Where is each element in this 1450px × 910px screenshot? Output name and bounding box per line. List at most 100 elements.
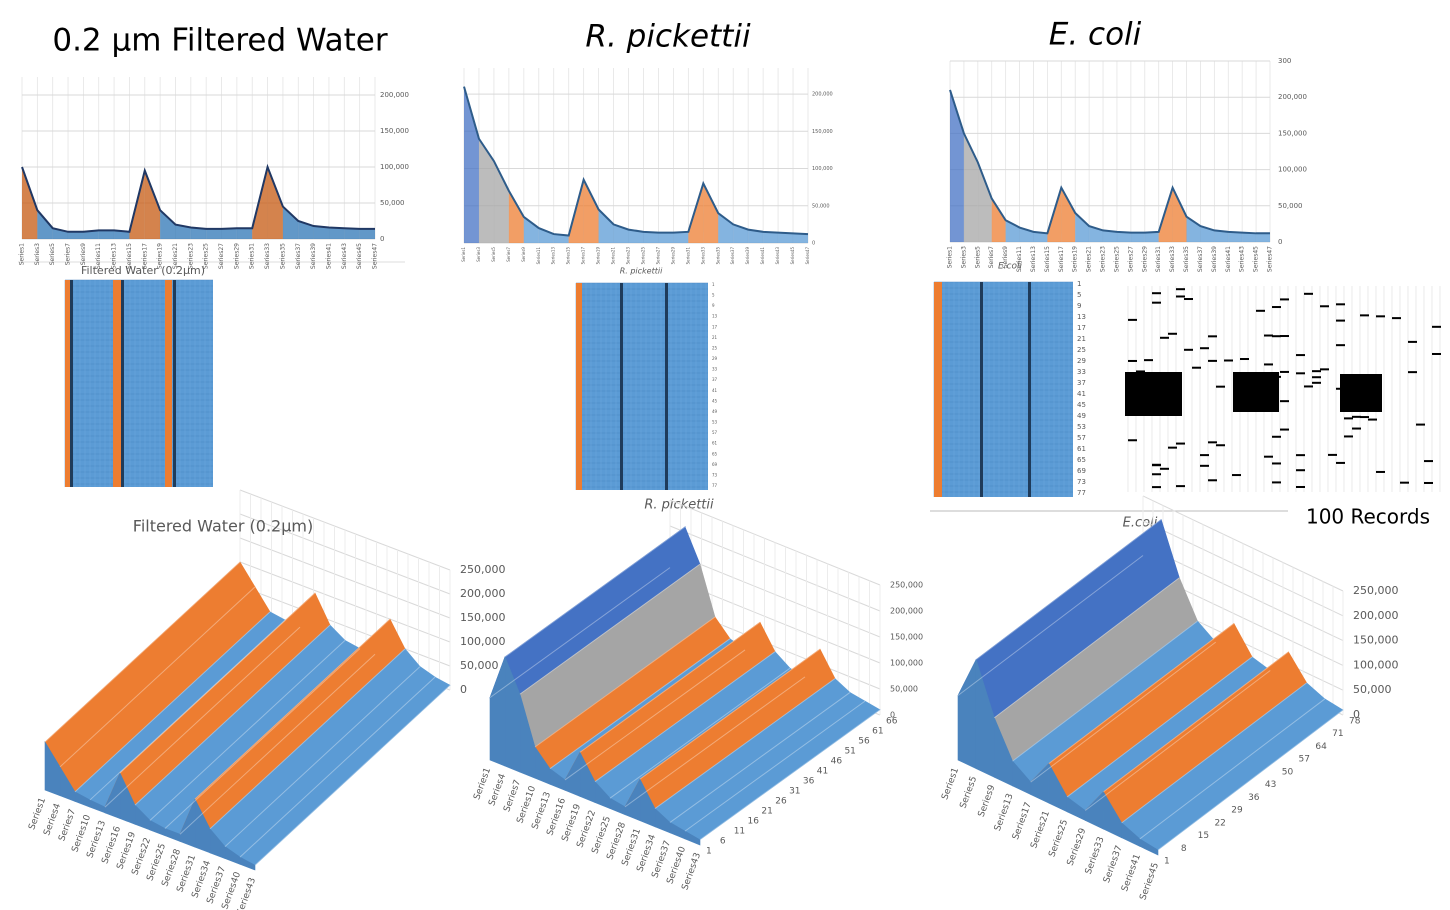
- record-dash: [1360, 314, 1369, 317]
- y-tick-label: 73: [712, 472, 718, 477]
- x-tick-label: Series29: [233, 243, 240, 269]
- y-tick-label: 50,000: [1278, 202, 1303, 210]
- area-segment: [718, 213, 734, 243]
- record-dash: [1416, 423, 1425, 426]
- record-dash: [1376, 315, 1385, 318]
- depth-tick-label: 41: [817, 767, 828, 777]
- area-segment: [991, 198, 1006, 242]
- z-tick-label: 100,000: [460, 635, 506, 648]
- x-tick-label: Series21: [1086, 246, 1093, 272]
- z-tick-label: 0: [890, 711, 895, 720]
- area-segment: [190, 227, 207, 239]
- area-segment: [478, 138, 494, 243]
- x-tick-label: Series7: [988, 246, 995, 268]
- record-dash: [1208, 335, 1217, 338]
- x-tick-label: Series1: [19, 243, 26, 265]
- x-tick-label: Series15: [566, 247, 571, 265]
- record-dash: [1152, 473, 1161, 476]
- area-segment: [221, 228, 237, 239]
- record-dash: [1208, 359, 1217, 362]
- record-dash: [1312, 376, 1321, 379]
- record-dash: [1208, 441, 1217, 444]
- y-tick-label: 13: [712, 314, 718, 319]
- record-dash: [1176, 295, 1185, 298]
- y-tick-label: 25: [712, 345, 718, 350]
- y-tick-label: 73: [1077, 478, 1086, 486]
- area-segment: [1242, 232, 1257, 242]
- record-dash: [1128, 359, 1137, 362]
- x-tick-label: Series45: [1253, 246, 1260, 272]
- record-dash: [1272, 481, 1281, 484]
- record-block: [1340, 374, 1382, 412]
- x-tick-label: Series7: [65, 243, 72, 265]
- x-tick-label: Series15: [1044, 246, 1051, 272]
- z-tick-label: 50,000: [1353, 683, 1392, 696]
- z-tick-label: 150,000: [460, 611, 506, 624]
- x-tick-label: Series9: [80, 243, 87, 265]
- depth-tick-label: 29: [1231, 806, 1243, 816]
- record-dash: [1224, 359, 1233, 362]
- record-dash: [1176, 485, 1185, 488]
- x-tick-label: Series25: [203, 243, 210, 269]
- heatmap-band: [113, 280, 121, 487]
- record-dash: [1360, 416, 1369, 419]
- z-tick-label: 150,000: [1353, 634, 1399, 647]
- ridge-line: [669, 692, 851, 823]
- y-tick-label: 1: [712, 282, 715, 287]
- ridge-line: [1012, 620, 1198, 762]
- surface-front: [239, 856, 256, 871]
- y-tick-label: 5: [712, 293, 715, 298]
- record-dash: [1272, 435, 1281, 438]
- record-dash: [1400, 481, 1409, 484]
- ridge-line: [624, 676, 806, 808]
- record-dash: [1320, 305, 1329, 308]
- ridge-line: [239, 676, 436, 858]
- x-tick-label: Series37: [295, 243, 302, 269]
- record-dash: [1264, 387, 1273, 390]
- x-tick-label: Series39: [310, 243, 317, 269]
- heatmap-field: [934, 282, 1073, 497]
- x-tick-label: Series17: [1058, 246, 1065, 272]
- y-tick-label: 13: [1077, 313, 1086, 321]
- x-tick-label: Series3: [476, 247, 481, 262]
- x-tick-label: Series47: [1267, 246, 1274, 272]
- x-tick-label: Series23: [626, 247, 631, 265]
- x-tick-label: Series43: [1239, 246, 1246, 272]
- heatmap: 1 5 9 13 17 21 25 29 33 37 41 45 49 53 57 61 65 69 73 77 R. …: [575, 282, 718, 513]
- record-dash: [1296, 454, 1305, 457]
- area-segment: [1061, 187, 1076, 242]
- area-segment: [236, 228, 253, 239]
- record-dash: [1200, 454, 1209, 457]
- z-tick-label: 50,000: [460, 659, 499, 672]
- chart-title: Filtered Water (0.2µm): [133, 517, 313, 536]
- record-dash: [1272, 375, 1281, 378]
- x-tick-label: Series45: [356, 243, 363, 269]
- record-dash: [1264, 455, 1273, 458]
- ridge-line: [134, 624, 331, 806]
- x-tick-label: Series9: [1002, 246, 1009, 268]
- record-dash: [1152, 464, 1161, 467]
- depth-tick-label: 64: [1315, 742, 1327, 752]
- depth-tick-label: 16: [748, 817, 760, 827]
- area-segment: [160, 210, 176, 239]
- depth-tick-label: 8: [1181, 844, 1187, 854]
- record-dash: [1376, 470, 1385, 473]
- record-block: [1125, 372, 1182, 416]
- y-tick-label: 300: [1278, 57, 1291, 65]
- x-tick-label: Series25: [640, 247, 645, 265]
- ridge-line: [1048, 623, 1235, 764]
- record-dash: [1280, 298, 1289, 301]
- record-dash: [1352, 415, 1361, 418]
- annotation: 100 Records: [1306, 505, 1430, 529]
- area-segment: [763, 231, 779, 243]
- x-tick-label: Series17: [581, 247, 586, 265]
- x-tick-label: Series3: [960, 246, 967, 268]
- x-tick-label: Series35: [279, 243, 286, 269]
- z-tick-label: 250,000: [890, 581, 923, 590]
- x-tick-label: Series23: [187, 243, 194, 269]
- depth-tick-label: 36: [1248, 793, 1260, 803]
- record-dash: [1240, 358, 1249, 361]
- record-dash: [1208, 479, 1217, 482]
- x-tick-label: Series27: [1127, 246, 1134, 272]
- x-tick-label: Series9: [521, 247, 526, 262]
